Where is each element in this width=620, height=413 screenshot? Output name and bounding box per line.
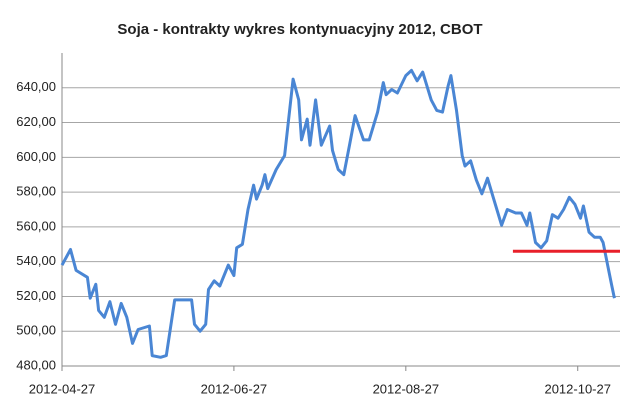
x-tick-label: 2012-04-27 [29, 381, 96, 396]
chart-title: Soja - kontrakty wykres kontynuacyjny 20… [117, 21, 482, 38]
y-tick-label: 500,00 [16, 323, 56, 338]
y-tick-label: 640,00 [16, 79, 56, 94]
y-tick-label: 540,00 [16, 253, 56, 268]
x-tick-label: 2012-10-27 [544, 381, 611, 396]
y-tick-label: 600,00 [16, 149, 56, 164]
y-tick-label: 560,00 [16, 218, 56, 233]
y-tick-label: 480,00 [16, 357, 56, 372]
x-tick-label: 2012-06-27 [201, 381, 268, 396]
x-tick-label: 2012-08-27 [373, 381, 440, 396]
y-tick-label: 620,00 [16, 114, 56, 129]
y-tick-label: 580,00 [16, 184, 56, 199]
price-line [60, 68, 616, 359]
y-tick-label: 520,00 [16, 288, 56, 303]
